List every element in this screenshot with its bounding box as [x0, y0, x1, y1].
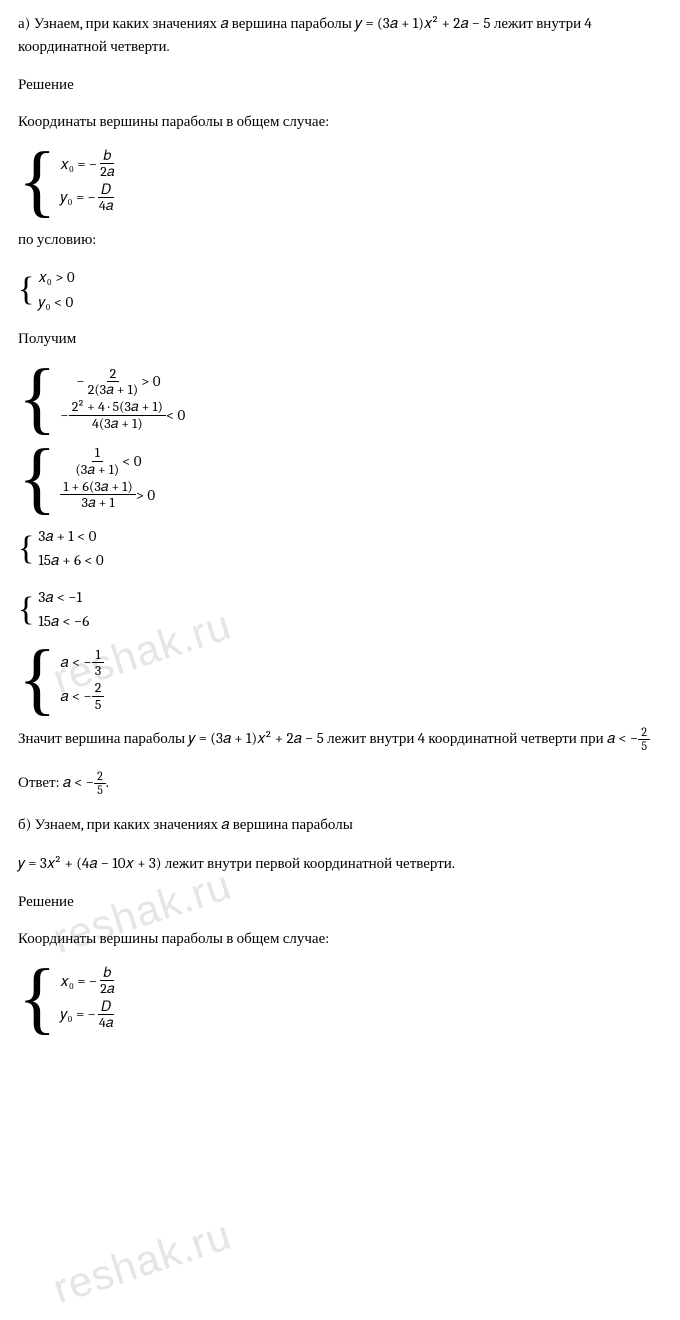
system-4: { 3𝑎 < −1 15𝑎 < −6	[18, 586, 662, 633]
coords-intro-b: Координаты вершины параболы в общем случ…	[18, 927, 662, 950]
eq7b-num: 2	[92, 680, 105, 696]
eq6a: 3𝑎 < −1	[38, 586, 89, 609]
vertex-x-num-b: 𝑏	[100, 965, 114, 981]
part-b-equation: 𝑦 = 3𝑥² + (4𝑎 − 10𝑥 + 3) лежит внутри пе…	[18, 852, 662, 875]
eq4-den: 3𝑎 + 1	[79, 495, 118, 510]
eq1-num: 2	[107, 366, 120, 382]
part-b-intro: б) Узнаем, при каких значениях 𝑎 вершина…	[18, 813, 662, 836]
watermark: reshak.ru	[45, 1203, 240, 1320]
vertex-system-b: { 𝑥₀ = − 𝑏 2𝑎 𝑦₀ = − 𝐷 4𝑎	[18, 965, 662, 1031]
eq2-post: < 0	[166, 404, 185, 427]
conclusion: Значит вершина параболы 𝑦 = (3𝑎 + 1)𝑥² +…	[18, 726, 662, 753]
part-a-intro: а) Узнаем, при каких значениях 𝑎 вершина…	[18, 12, 662, 57]
eq1-post: > 0	[141, 370, 160, 393]
eq7a-den: 3	[92, 663, 104, 678]
eq2-num: 2² + 4 · 5(3𝑎 + 1)	[69, 399, 166, 415]
vertex-y-num-b: 𝐷	[98, 999, 114, 1015]
vertex-x-lhs-b: 𝑥₀ = −	[60, 970, 97, 993]
vertex-y-num: 𝐷	[98, 182, 114, 198]
conclusion-pre: Значит вершина параболы 𝑦 = (3𝑎 + 1)𝑥² +…	[18, 729, 638, 747]
conclusion-num: 2	[638, 726, 650, 740]
eq1-den: 2(3𝑎 + 1)	[85, 382, 141, 397]
answer-post: .	[106, 773, 109, 791]
vertex-x-den-b: 2𝑎	[97, 981, 117, 996]
coords-intro: Координаты вершины параболы в общем случ…	[18, 110, 662, 133]
eq2-den: 4(3𝑎 + 1)	[89, 416, 146, 431]
eq7b-pre: 𝑎 < −	[60, 685, 91, 708]
vertex-x-num: 𝑏	[100, 148, 114, 164]
eq3-den: (3𝑎 + 1)	[72, 462, 122, 477]
system-5: { 𝑎 < − 1 3 𝑎 < − 2 5	[18, 647, 662, 713]
answer-den: 5	[94, 784, 106, 797]
vertex-system: { 𝑥₀ = − 𝑏 2𝑎 𝑦₀ = − 𝐷 4𝑎	[18, 148, 662, 214]
eq2-pre: −	[60, 404, 68, 427]
eq5b: 15𝑎 + 6 < 0	[38, 549, 103, 572]
vertex-x-den: 2𝑎	[97, 164, 117, 179]
eq3-post: < 0	[122, 450, 141, 473]
solution-label-b: Решение	[18, 890, 662, 913]
cond-y: 𝑦₀ < 0	[38, 291, 74, 314]
solution-label: Решение	[18, 73, 662, 96]
cond-x: 𝑥₀ > 0	[38, 266, 74, 289]
eq4-num: 1 + 6(3𝑎 + 1)	[60, 479, 135, 495]
eq7a-pre: 𝑎 < −	[60, 651, 91, 674]
eq5a: 3𝑎 + 1 < 0	[38, 525, 103, 548]
system-3: { 3𝑎 + 1 < 0 15𝑎 + 6 < 0	[18, 525, 662, 572]
condition-system: { 𝑥₀ > 0 𝑦₀ < 0	[18, 266, 662, 313]
answer-num: 2	[94, 770, 106, 784]
system-2: { 1 (3𝑎 + 1) < 0 1 + 6(3𝑎 + 1) 3𝑎 + 1 > …	[18, 445, 662, 511]
eq7a-num: 1	[92, 647, 103, 663]
eq6b: 15𝑎 < −6	[38, 610, 89, 633]
condition-label: по условию:	[18, 228, 662, 251]
answer: Ответ: 𝑎 < − 2 5 .	[18, 770, 662, 797]
eq7b-den: 5	[92, 697, 105, 712]
vertex-y-lhs-b: 𝑦₀ = −	[60, 1003, 95, 1026]
vertex-y-lhs: 𝑦₀ = −	[60, 186, 95, 209]
vertex-x-lhs: 𝑥₀ = −	[60, 153, 97, 176]
obtain-label: Получим	[18, 327, 662, 350]
eq1-pre: −	[76, 370, 84, 393]
vertex-y-den-b: 4𝑎	[96, 1015, 117, 1030]
conclusion-den: 5	[638, 740, 650, 753]
system-1: { − 2 2(3𝑎 + 1) > 0 − 2² + 4 · 5(3𝑎 + 1)…	[18, 366, 662, 432]
eq4-post: > 0	[136, 484, 155, 507]
vertex-y-den: 4𝑎	[96, 198, 117, 213]
answer-pre: Ответ: 𝑎 < −	[18, 773, 94, 791]
eq3-num: 1	[92, 445, 103, 461]
